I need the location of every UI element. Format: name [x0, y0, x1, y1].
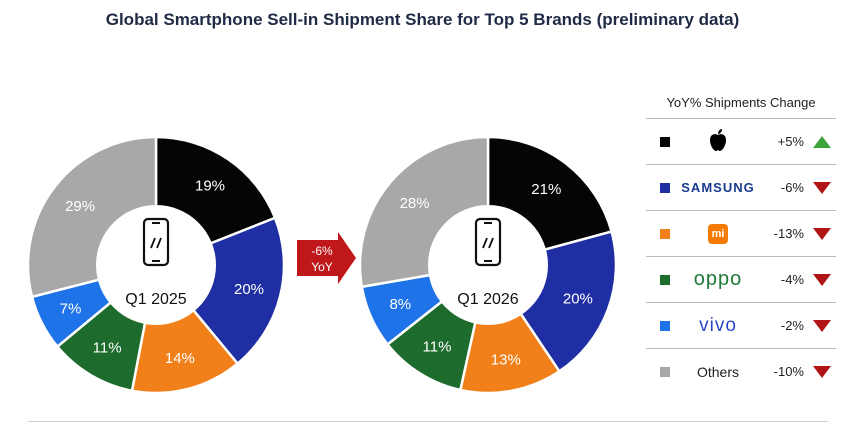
- yoy-arrow: -6% YoY: [297, 232, 356, 284]
- center-period-label: Q1 2025: [125, 291, 186, 308]
- legend-row-others: Others -10%: [646, 349, 836, 394]
- slice-label-others: 28%: [400, 195, 430, 212]
- yoy-arrow-value: -6%: [311, 244, 333, 258]
- phone-icon: [474, 217, 502, 267]
- center-period-label: Q1 2026: [457, 291, 518, 308]
- slice-label-oppo: 11%: [93, 340, 122, 357]
- legend-change: -13%: [773, 226, 804, 241]
- slice-label-apple: 19%: [195, 178, 225, 195]
- legend-swatch: [660, 320, 670, 331]
- legend-row-xiaomi: mi -13%: [646, 211, 836, 257]
- legend-change: -2%: [780, 318, 804, 333]
- bottom-divider: [28, 421, 828, 422]
- slice-label-xiaomi: 13%: [491, 351, 521, 368]
- yoy-arrow-label: YoY: [311, 260, 333, 274]
- legend-swatch: [660, 136, 670, 147]
- triangle-up-icon: [813, 135, 831, 148]
- xiaomi-logo: mi: [670, 223, 766, 244]
- slice-label-samsung: 20%: [563, 291, 593, 308]
- slice-label-oppo: 11%: [423, 338, 452, 355]
- yoy-legend: YoY% Shipments Change +5% SAMSUNG -6% mi…: [646, 88, 836, 394]
- donut-q1-2025: 19% 20% 14% 11% 7% 29% Q1 2025: [26, 135, 286, 395]
- others-label: Others: [696, 363, 739, 380]
- triangle-down-icon: [813, 227, 831, 240]
- slice-label-samsung: 20%: [234, 281, 264, 298]
- slice-label-xiaomi: 14%: [165, 350, 195, 367]
- chart-title: Global Smartphone Sell-in Shipment Share…: [105, 10, 740, 29]
- slice-label-others: 29%: [65, 198, 95, 215]
- legend-row-apple: +5%: [646, 119, 836, 165]
- slice-label-vivo: 7%: [60, 301, 82, 318]
- legend-swatch: [660, 366, 670, 377]
- legend-swatch: [660, 274, 670, 285]
- legend-row-samsung: SAMSUNG -6%: [646, 165, 836, 211]
- xiaomi-logo-mark: mi: [708, 223, 728, 244]
- vivo-logo: vivo: [699, 314, 737, 336]
- legend-row-oppo: oppo -4%: [646, 257, 836, 303]
- apple-logo-icon: [670, 128, 766, 155]
- legend-swatch: [660, 228, 670, 239]
- triangle-down-icon: [813, 365, 831, 378]
- phone-icon: [142, 217, 170, 267]
- legend-change: -6%: [780, 180, 804, 195]
- legend-header: YoY% Shipments Change: [646, 88, 836, 119]
- legend-swatch: [660, 182, 670, 193]
- triangle-down-icon: [813, 319, 831, 332]
- legend-change: +5%: [777, 134, 804, 149]
- triangle-down-icon: [813, 181, 831, 194]
- legend-change: -4%: [780, 272, 804, 287]
- legend-row-vivo: vivo -2%: [646, 303, 836, 349]
- oppo-logo: oppo: [693, 268, 743, 290]
- slice-label-vivo: 8%: [389, 296, 411, 313]
- legend-change: -10%: [773, 364, 804, 379]
- donut-q1-2026: 21% 20% 13% 11% 8% 28% Q1 2026: [358, 135, 618, 395]
- yoy-arrow-shape: [297, 232, 356, 284]
- triangle-down-icon: [813, 273, 831, 286]
- samsung-logo: SAMSUNG: [681, 180, 755, 195]
- slice-label-apple: 21%: [531, 181, 561, 198]
